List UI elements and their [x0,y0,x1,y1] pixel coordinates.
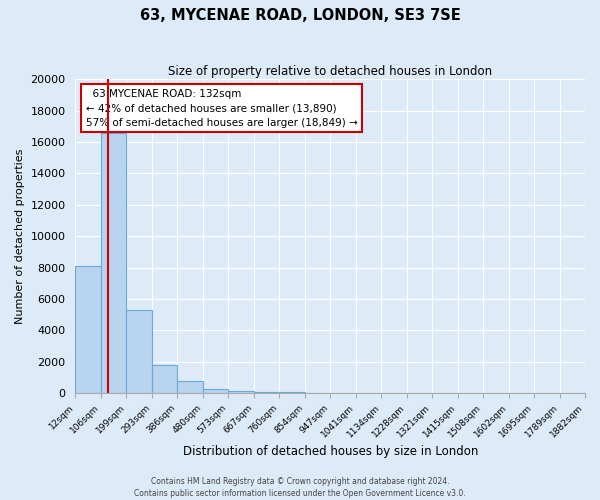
Bar [152,365,178,393]
Bar [279,392,305,393]
Text: Contains HM Land Registry data © Crown copyright and database right 2024.
Contai: Contains HM Land Registry data © Crown c… [134,476,466,498]
Bar [127,310,152,393]
Bar [76,266,101,393]
X-axis label: Distribution of detached houses by size in London: Distribution of detached houses by size … [182,444,478,458]
Bar [178,382,203,393]
Bar [228,391,254,393]
Title: Size of property relative to detached houses in London: Size of property relative to detached ho… [168,65,492,78]
Y-axis label: Number of detached properties: Number of detached properties [15,148,25,324]
Text: 63, MYCENAE ROAD, LONDON, SE3 7SE: 63, MYCENAE ROAD, LONDON, SE3 7SE [140,8,460,22]
Text: 63 MYCENAE ROAD: 132sqm  
← 42% of detached houses are smaller (13,890)
57% of s: 63 MYCENAE ROAD: 132sqm ← 42% of detache… [86,88,358,128]
Bar [254,392,279,393]
Bar [203,389,228,393]
Bar [101,132,127,393]
